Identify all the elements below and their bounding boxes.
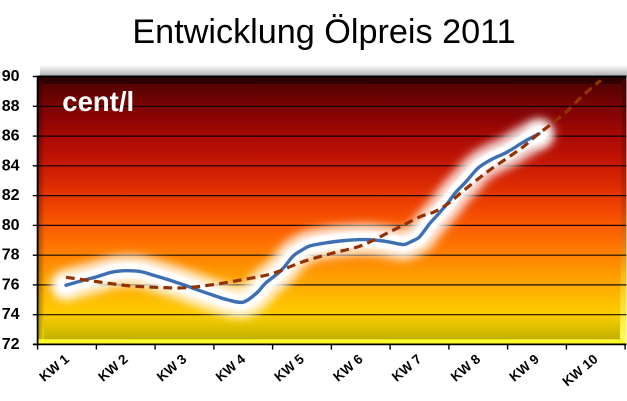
- svg-text:KW 2: KW 2: [95, 351, 130, 384]
- svg-text:KW 4: KW 4: [213, 351, 249, 385]
- svg-text:KW 10: KW 10: [559, 351, 600, 389]
- svg-text:Entwicklung Ölpreis 2011: Entwicklung Ölpreis 2011: [132, 13, 515, 51]
- svg-text:KW 6: KW 6: [330, 351, 366, 385]
- svg-text:80: 80: [2, 217, 20, 234]
- svg-text:KW 9: KW 9: [506, 351, 541, 384]
- svg-text:84: 84: [2, 157, 20, 174]
- svg-text:74: 74: [2, 306, 20, 323]
- svg-text:KW 7: KW 7: [389, 351, 424, 384]
- svg-text:86: 86: [2, 128, 20, 145]
- svg-text:cent/l: cent/l: [62, 86, 134, 117]
- svg-text:82: 82: [2, 187, 20, 204]
- svg-text:KW 8: KW 8: [448, 351, 484, 385]
- svg-text:72: 72: [2, 336, 20, 353]
- svg-text:76: 76: [2, 276, 20, 293]
- svg-text:78: 78: [2, 247, 20, 264]
- svg-text:KW 1: KW 1: [36, 351, 72, 385]
- svg-text:KW 5: KW 5: [271, 351, 307, 385]
- svg-text:88: 88: [2, 98, 20, 115]
- svg-text:KW 3: KW 3: [154, 351, 190, 385]
- svg-text:90: 90: [2, 68, 20, 85]
